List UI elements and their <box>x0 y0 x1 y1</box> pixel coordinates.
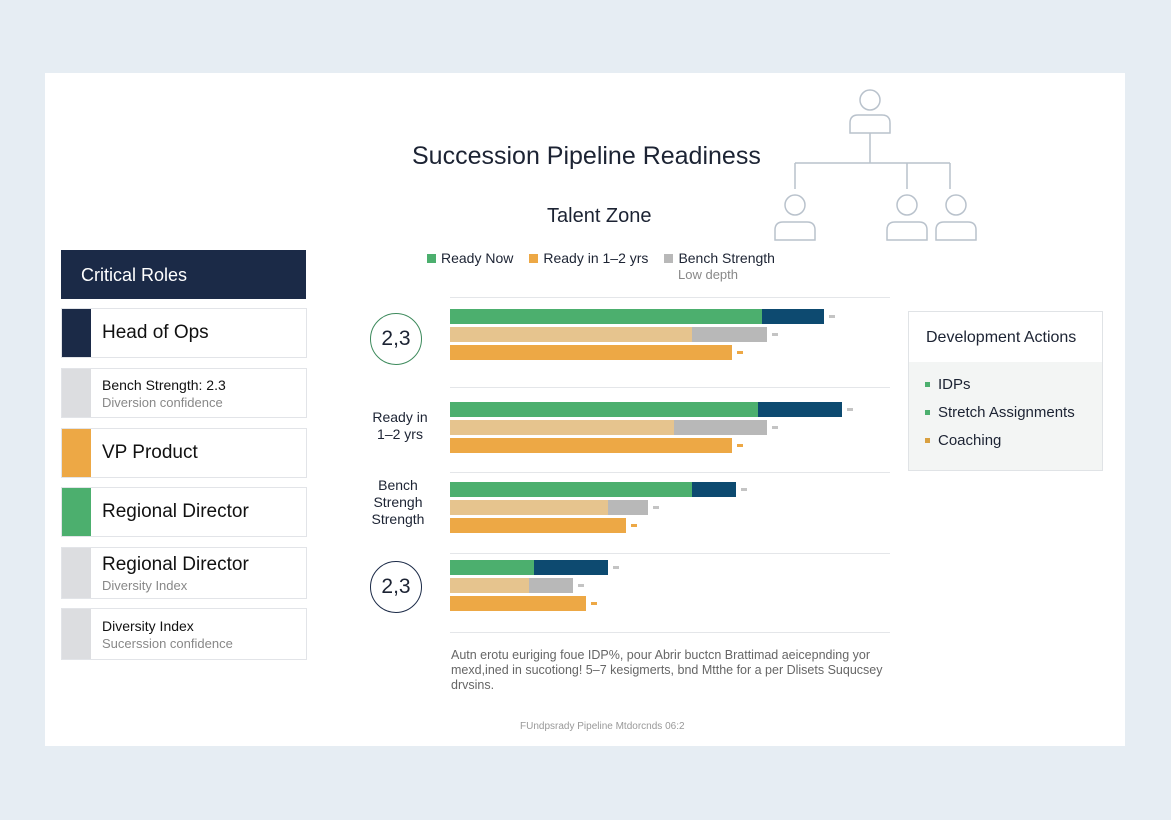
bar-end-marker <box>846 408 853 411</box>
bar-segment-green <box>450 402 758 417</box>
bar-segment-navy <box>692 482 736 497</box>
role-color-bar <box>62 548 91 598</box>
bar-end-marker <box>736 351 743 354</box>
bar-end-marker <box>653 506 659 509</box>
bar-segment-green <box>450 309 763 324</box>
critical-role-item[interactable]: Bench Strength: 2.3 Diversion confidence <box>61 368 307 418</box>
bar-end-marker <box>741 488 747 491</box>
bar-segment-tan <box>450 420 675 435</box>
bar-end-marker <box>578 584 585 587</box>
bar-end-marker <box>613 566 620 569</box>
group-divider <box>450 472 890 473</box>
group-label: Ready in 1–2 yrs <box>372 409 428 442</box>
group-score-badge: 2,3 <box>370 313 422 365</box>
critical-role-item[interactable]: Diversity Index Sucerssion confidence <box>61 608 307 660</box>
action-idps: IDPs <box>925 376 1086 393</box>
role-color-bar <box>62 309 91 357</box>
footer-text: FUndpsrady Pipeline Mtdorcnds 06:2 <box>520 721 685 732</box>
group-divider <box>450 553 890 554</box>
bar-segment-orange <box>450 438 732 453</box>
legend-bench: Bench Strength <box>664 250 775 266</box>
page-title: Succession Pipeline Readiness <box>412 142 761 170</box>
bar-end-marker <box>736 444 743 447</box>
bar-end-marker <box>771 333 778 336</box>
role-color-bar <box>62 488 91 536</box>
legend-note: Low depth <box>678 267 738 282</box>
bar-end-marker <box>631 524 637 527</box>
role-label: Bench Strength: 2.3 <box>102 376 226 393</box>
bar-segment-gray <box>674 420 767 435</box>
chart-legend: Ready Now Ready in 1–2 yrs Bench Strengt… <box>427 250 775 266</box>
group-score-badge: 2,3 <box>370 561 422 613</box>
group-label: Bench Strengh Strength <box>371 477 425 527</box>
role-color-bar <box>62 429 91 477</box>
group-divider <box>450 387 890 388</box>
bar-segment-green <box>450 560 534 575</box>
bar-end-marker <box>591 602 598 605</box>
critical-role-item[interactable]: Regional Director <box>61 487 307 537</box>
bar-segment-gray <box>692 327 767 342</box>
role-label: VP Product <box>102 442 198 463</box>
bar-segment-tan <box>450 327 692 342</box>
org-chart-icon <box>774 89 977 241</box>
chart-title: Talent Zone <box>547 205 652 227</box>
role-label: Regional Director <box>102 501 249 522</box>
critical-roles-header: Critical Roles <box>61 250 306 299</box>
role-color-bar <box>62 369 91 417</box>
legend-ready-1-2: Ready in 1–2 yrs <box>529 250 648 266</box>
role-label: Head of Ops <box>102 322 209 343</box>
role-sublabel: Diversion confidence <box>102 394 223 410</box>
action-stretch: Stretch Assignments <box>925 404 1086 421</box>
critical-role-item[interactable]: VP Product <box>61 428 307 478</box>
bar-segment-navy <box>533 560 609 575</box>
role-sublabel: Diversity Index <box>102 577 188 593</box>
description-paragraph: Autn erotu euriging foue IDP%, pour Abri… <box>451 648 883 692</box>
critical-role-item[interactable]: Regional Director Diversity Index <box>61 547 307 599</box>
development-actions-header: Development Actions <box>909 312 1102 362</box>
bar-segment-orange <box>450 518 626 533</box>
legend-ready-now: Ready Now <box>427 250 513 266</box>
role-sublabel: Sucerssion confidence <box>102 635 233 651</box>
group-divider <box>450 632 890 633</box>
role-label: Diversity Index <box>102 617 194 634</box>
bar-segment-orange <box>450 596 587 611</box>
action-coaching: Coaching <box>925 432 1086 449</box>
role-color-bar <box>62 609 91 659</box>
bar-segment-gray <box>529 578 574 593</box>
bar-segment-navy <box>758 402 842 417</box>
bar-segment-navy <box>762 309 824 324</box>
bar-segment-tan <box>450 578 530 593</box>
group-divider <box>450 297 890 298</box>
bar-segment-orange <box>450 345 732 360</box>
bar-end-marker <box>771 426 778 429</box>
role-label: Regional Director <box>102 553 249 575</box>
bar-segment-tan <box>450 500 609 515</box>
bar-end-marker <box>829 315 835 318</box>
bar-segment-gray <box>608 500 648 515</box>
bar-segment-green <box>450 482 692 497</box>
critical-role-item[interactable]: Head of Ops <box>61 308 307 358</box>
development-actions-panel: Development Actions IDPs Stretch Assignm… <box>908 311 1103 471</box>
